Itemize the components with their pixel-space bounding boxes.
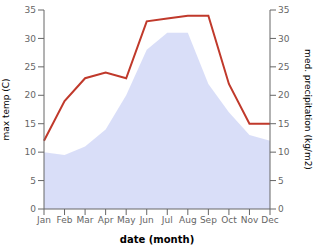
svg-text:Jan: Jan [36, 215, 51, 225]
svg-text:Dec: Dec [261, 215, 278, 225]
svg-text:25: 25 [25, 62, 36, 72]
svg-text:10: 10 [25, 147, 37, 157]
svg-text:Aug: Aug [179, 215, 197, 225]
svg-text:Jun: Jun [139, 215, 154, 225]
svg-text:5: 5 [30, 176, 36, 186]
svg-text:20: 20 [278, 90, 290, 100]
svg-text:25: 25 [278, 62, 289, 72]
svg-text:30: 30 [278, 34, 290, 44]
svg-text:May: May [117, 215, 136, 225]
svg-text:10: 10 [278, 147, 290, 157]
svg-text:15: 15 [278, 119, 289, 129]
svg-text:Sep: Sep [200, 215, 217, 225]
svg-text:Apr: Apr [98, 215, 114, 225]
svg-text:0: 0 [30, 204, 36, 214]
svg-text:date (month): date (month) [120, 234, 194, 245]
svg-text:0: 0 [278, 204, 284, 214]
svg-text:Oct: Oct [221, 215, 237, 225]
svg-text:15: 15 [25, 119, 36, 129]
svg-text:Nov: Nov [241, 215, 259, 225]
svg-text:max temp (C): max temp (C) [1, 78, 11, 140]
svg-text:35: 35 [278, 5, 289, 15]
svg-text:20: 20 [25, 90, 37, 100]
svg-text:Feb: Feb [57, 215, 73, 225]
svg-text:med. precipitation (kg/m2): med. precipitation (kg/m2) [303, 49, 313, 170]
svg-text:35: 35 [25, 5, 36, 15]
svg-text:Jul: Jul [161, 215, 173, 225]
svg-text:Mar: Mar [77, 215, 94, 225]
svg-text:5: 5 [278, 176, 284, 186]
svg-text:30: 30 [25, 34, 37, 44]
